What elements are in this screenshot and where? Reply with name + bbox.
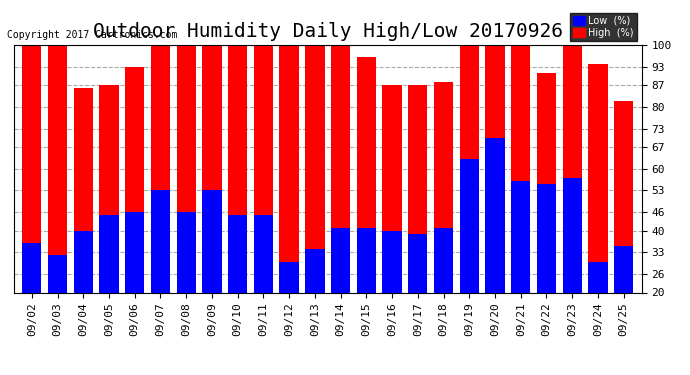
- Bar: [537, 73, 556, 354]
- Bar: [357, 57, 376, 354]
- Bar: [177, 212, 196, 354]
- Bar: [408, 234, 428, 354]
- Bar: [125, 67, 144, 354]
- Bar: [511, 181, 531, 354]
- Text: Copyright 2017 Cartronics.com: Copyright 2017 Cartronics.com: [7, 30, 177, 39]
- Bar: [485, 45, 504, 354]
- Bar: [74, 88, 93, 354]
- Bar: [151, 45, 170, 354]
- Bar: [228, 215, 247, 354]
- Bar: [382, 231, 402, 354]
- Bar: [74, 231, 93, 354]
- Bar: [254, 215, 273, 354]
- Bar: [99, 85, 119, 354]
- Bar: [537, 184, 556, 354]
- Bar: [305, 45, 324, 354]
- Bar: [460, 45, 479, 354]
- Bar: [614, 246, 633, 354]
- Bar: [589, 262, 608, 354]
- Bar: [589, 63, 608, 354]
- Bar: [460, 159, 479, 354]
- Legend: Low  (%), High  (%): Low (%), High (%): [570, 13, 637, 40]
- Bar: [177, 45, 196, 354]
- Bar: [22, 243, 41, 354]
- Bar: [99, 215, 119, 354]
- Bar: [254, 45, 273, 354]
- Bar: [305, 249, 324, 354]
- Bar: [357, 228, 376, 354]
- Bar: [485, 138, 504, 354]
- Bar: [151, 190, 170, 354]
- Bar: [434, 82, 453, 354]
- Bar: [408, 85, 428, 354]
- Bar: [331, 228, 351, 354]
- Bar: [48, 45, 67, 354]
- Bar: [48, 255, 67, 354]
- Bar: [228, 45, 247, 354]
- Bar: [279, 45, 299, 354]
- Title: Outdoor Humidity Daily High/Low 20170926: Outdoor Humidity Daily High/Low 20170926: [92, 22, 563, 40]
- Bar: [511, 45, 531, 354]
- Bar: [331, 45, 351, 354]
- Bar: [202, 45, 221, 354]
- Bar: [562, 45, 582, 354]
- Bar: [202, 190, 221, 354]
- Bar: [614, 101, 633, 354]
- Bar: [125, 212, 144, 354]
- Bar: [382, 85, 402, 354]
- Bar: [562, 178, 582, 354]
- Bar: [434, 228, 453, 354]
- Bar: [22, 45, 41, 354]
- Bar: [279, 262, 299, 354]
